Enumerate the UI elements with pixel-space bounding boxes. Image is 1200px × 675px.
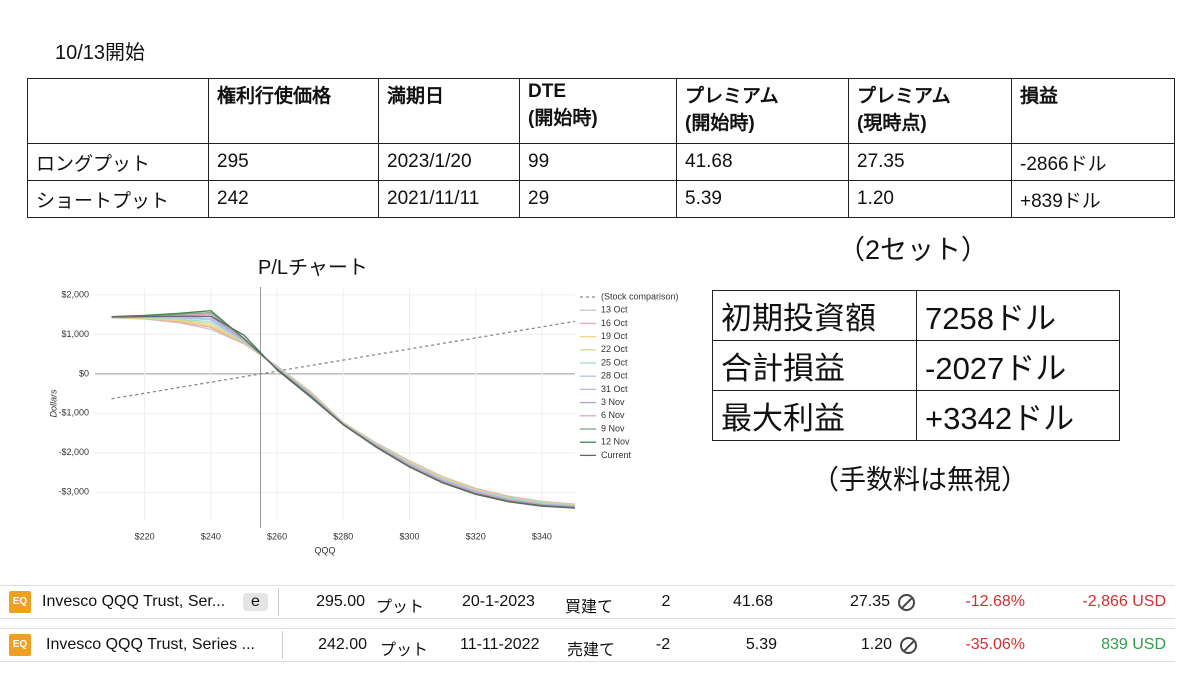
legend-label: 16 Oct [601,318,628,328]
fee-note: （手数料は無視） [812,465,1028,495]
legend-label: (Stock comparison) [601,291,679,301]
header-cell: 損益 [1011,78,1175,144]
y-tick-label: $1,000 [61,329,89,339]
legend-label: 9 Nov [601,423,625,433]
status-icon [898,594,915,611]
legend-label: 12 Nov [601,437,630,447]
summary-cell: +3342ドル [916,390,1120,441]
position-row: EQ Invesco QQQ Trust, Series ... 242.00 プット… [0,628,1175,662]
legend-label: 19 Oct [601,331,628,341]
y-tick-label: $0 [79,368,89,378]
expiry: 20-1-2023 [462,593,535,610]
current-price: 1.20 [860,636,892,653]
y-tick-label: -$1,000 [58,408,89,418]
y-axis-label: Dollars [48,389,58,418]
strike: 295.00 [316,593,365,610]
header-cell: 権利行使価格 [208,78,379,144]
summary-cell: 初期投資額 [712,290,917,341]
asset-icon: EQ [9,634,31,656]
table-row: ショートプット 242 2021/11/11 29 5.39 1.20 +839ドル [27,180,1175,218]
pl-chart: $2,000 $1,000 $0 -$1,000 -$2,000 -$3,000 $220 $… [48,287,679,555]
table-cell: 2021/11/11 [378,180,520,218]
pl: 839 USD [1101,636,1166,653]
x-tick-label: $220 [135,531,155,541]
table-cell: 27.35 [848,143,1012,181]
header-cell: プレミアム (開始時) [676,78,849,144]
name: Invesco QQQ Trust, Series ... [46,636,255,653]
legend-label: 13 Oct [601,305,628,315]
side: 買建て [565,599,614,616]
y-tick-label: -$2,000 [58,447,89,457]
summary-row: 合計損益 -2027ドル [712,340,1120,391]
strike: 242.00 [318,636,367,653]
x-axis-label: QQQ [314,545,335,555]
x-tick-label: $280 [333,531,353,541]
position-row: EQ Invesco QQQ Trust, Ser... e 295.00 プット 20-… [0,585,1175,619]
current-price: 27.35 [849,593,890,610]
legend-label: 31 Oct [601,384,628,394]
summary-table: 初期投資額 7258ドル 合計損益 -2027ドル 最大利益 +3342ドル [712,290,1120,441]
side: 売建て [567,642,616,659]
expiry: 11-11-2022 [460,636,540,653]
x-tick-label: $320 [466,531,486,541]
tag: e [243,593,268,611]
y-tick-label: $2,000 [61,289,89,299]
options-table: 権利行使価格 満期日 DTE (開始時) プレミアム (開始時) プレミアム (… [27,78,1175,218]
x-tick-label: $260 [267,531,287,541]
sets-note: （2セット） [838,235,989,265]
legend-label: 3 Nov [601,397,625,407]
x-tick-label: $240 [201,531,221,541]
change: -35.06% [965,636,1025,653]
summary-cell: 合計損益 [712,340,917,391]
summary-row: 初期投資額 7258ドル [712,290,1120,341]
legend-label: 22 Oct [601,344,628,354]
summary-cell: 7258ドル [916,290,1120,341]
summary-cell: -2027ドル [916,340,1120,391]
summary-row: 最大利益 +3342ドル [712,390,1120,441]
status-slash [900,596,913,609]
x-tick-label: $340 [532,531,552,541]
separator [278,588,279,616]
table-cell: 41.68 [676,143,849,181]
page-title: 10/13開始 [55,42,146,64]
header-cell: プレミアム (現時点) [848,78,1012,144]
open-price: 5.39 [745,636,777,653]
series-line [111,315,576,509]
table-cell: +839ドル [1011,180,1175,218]
legend-label: Current [601,450,632,460]
header-cell: DTE (開始時) [519,78,677,144]
table-cell: 5.39 [676,180,849,218]
qty: -2 [655,636,671,653]
header-cell [27,78,209,144]
change: -12.68% [965,593,1025,610]
table-row: ロングプット 295 2023/1/20 99 41.68 27.35 -2866ドル [27,143,1175,181]
table-cell: ショートプット [27,180,209,218]
open-price: 41.68 [732,593,773,610]
chart-title: P/Lチャート [258,257,368,279]
qty: 2 [661,593,671,610]
legend-label: 25 Oct [601,357,628,367]
kind: プット [380,642,429,659]
status-slash [902,639,915,652]
table-cell: 29 [519,180,677,218]
y-tick-label: -$3,000 [58,487,89,497]
separator [282,631,283,659]
pl: -2,866 USD [1082,593,1166,610]
header-row: 権利行使価格 満期日 DTE (開始時) プレミアム (開始時) プレミアム (… [27,78,1175,144]
summary-cell: 最大利益 [712,390,917,441]
legend-label: 28 Oct [601,371,628,381]
series-line [111,320,576,400]
status-icon [900,637,917,654]
asset-icon: EQ [9,591,31,613]
x-tick-label: $300 [399,531,419,541]
table-cell: 242 [208,180,379,218]
name: Invesco QQQ Trust, Ser... [42,593,226,610]
kind: プット [376,599,425,616]
table-cell: 99 [519,143,677,181]
table-cell: ロングプット [27,143,209,181]
legend-label: 6 Nov [601,410,625,420]
